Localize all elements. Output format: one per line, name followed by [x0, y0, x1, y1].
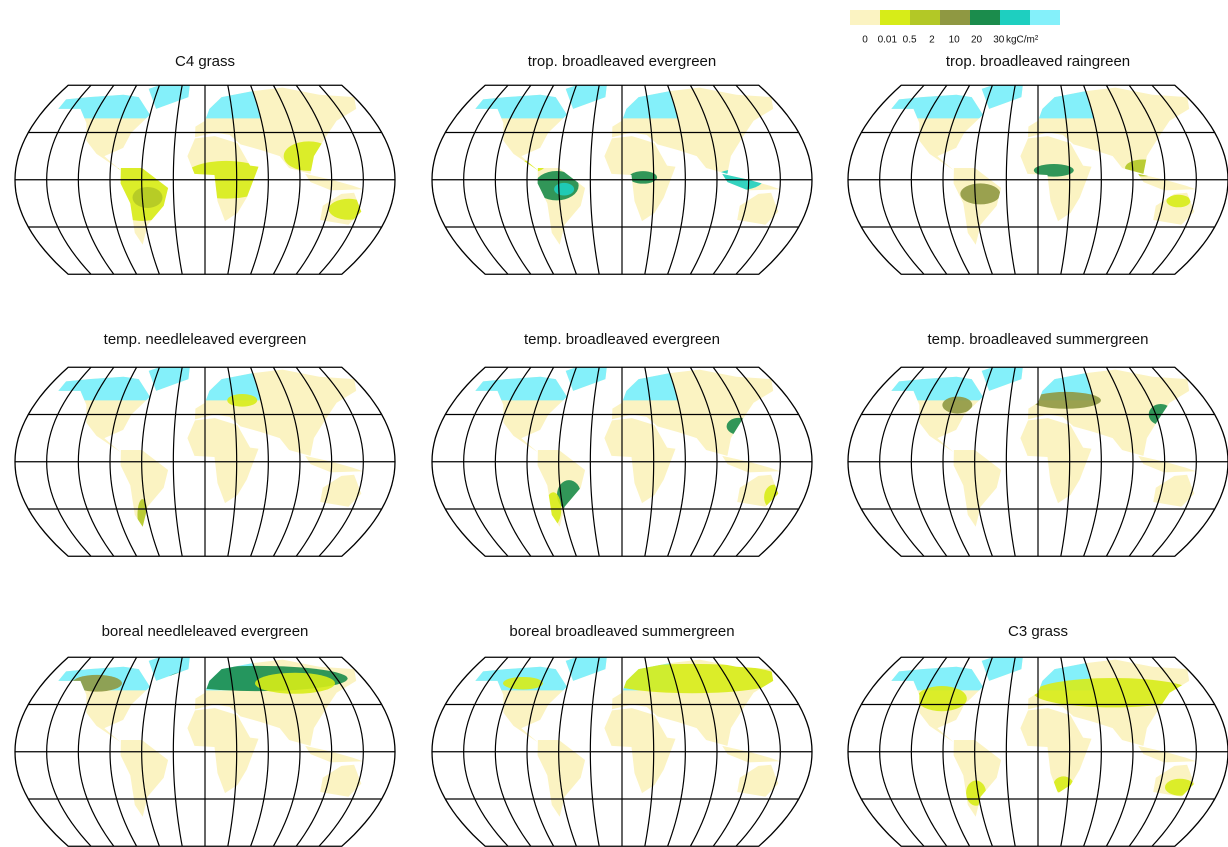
panel-title: trop. broadleaved evergreen: [528, 53, 716, 70]
panel-title: boreal broadleaved summergreen: [509, 623, 734, 640]
legend-label: 10: [949, 35, 961, 46]
legend-label: 0: [862, 35, 868, 46]
legend-swatch: [880, 10, 910, 25]
figure: 0 0.01 0.5 2 10 20 30kgC/m² C4 grass trop. broad…: [0, 0, 1228, 847]
vegetation-patch: [960, 183, 1000, 204]
legend-swatch: [1030, 10, 1060, 25]
legend-swatch: [910, 10, 940, 25]
vegetation-patch: [942, 397, 972, 414]
world-map: [15, 657, 395, 846]
legend-label: 30: [993, 35, 1005, 46]
legend-swatch: [1000, 10, 1030, 25]
vegetation-patch: [503, 677, 543, 690]
panel-title: C3 grass: [1008, 623, 1068, 640]
legend-unit: kgC/m²: [1006, 35, 1039, 46]
world-map: [848, 657, 1228, 846]
panel-title: temp. broadleaved summergreen: [928, 331, 1149, 348]
legend-swatch: [940, 10, 970, 25]
panel-title: C4 grass: [175, 53, 235, 70]
world-map: [15, 367, 395, 556]
world-map: [15, 85, 395, 274]
vegetation-patch: [629, 171, 657, 184]
world-map: [432, 85, 812, 274]
world-map: [432, 657, 812, 846]
vegetation-patch: [917, 686, 967, 711]
vegetation-patch: [255, 673, 335, 694]
vegetation-patch: [554, 183, 574, 196]
world-map: [848, 85, 1228, 274]
vegetation-patch: [227, 394, 257, 407]
legend-label: 0.01: [878, 35, 898, 46]
panel-title: boreal needleleaved evergreen: [102, 623, 309, 640]
legend-swatch: [970, 10, 1000, 25]
legend-label: 0.5: [903, 35, 917, 46]
panel-title: temp. broadleaved evergreen: [524, 331, 720, 348]
panel-title: temp. needleleaved evergreen: [104, 331, 307, 348]
legend-label: 2: [929, 35, 935, 46]
vegetation-patch: [133, 187, 163, 208]
world-map: [432, 367, 812, 556]
world-map: [848, 367, 1228, 556]
panel-title: trop. broadleaved raingreen: [946, 53, 1130, 70]
legend-swatch: [850, 10, 880, 25]
legend-label: 20: [971, 35, 983, 46]
